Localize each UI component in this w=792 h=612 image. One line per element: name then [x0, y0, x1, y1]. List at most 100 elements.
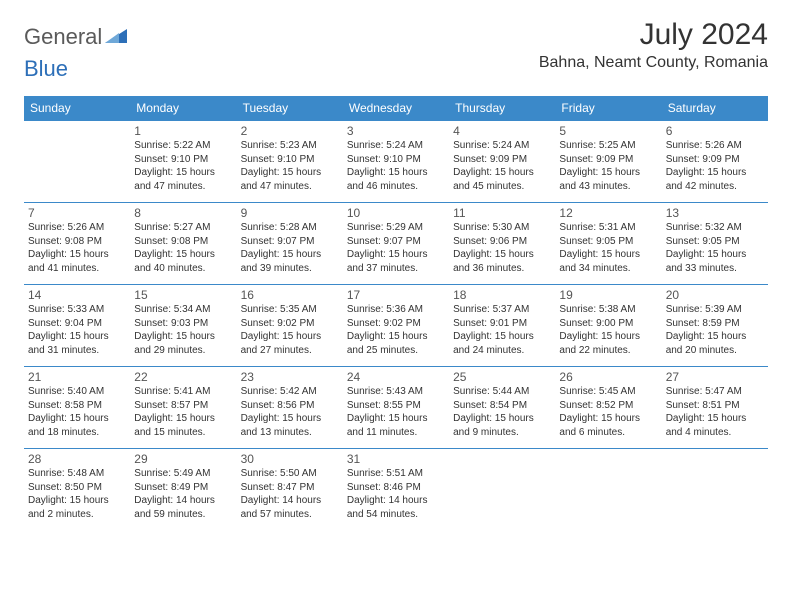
day-number: 23: [241, 370, 339, 384]
day-number: 14: [28, 288, 126, 302]
calendar-day-cell: 10Sunrise: 5:29 AMSunset: 9:07 PMDayligh…: [343, 203, 449, 285]
calendar-day-cell: 28Sunrise: 5:48 AMSunset: 8:50 PMDayligh…: [24, 449, 130, 531]
day-info: Sunrise: 5:45 AMSunset: 8:52 PMDaylight:…: [559, 385, 657, 439]
day-number: 21: [28, 370, 126, 384]
day-number: 8: [134, 206, 232, 220]
day-info: Sunrise: 5:27 AMSunset: 9:08 PMDaylight:…: [134, 221, 232, 275]
day-info: Sunrise: 5:24 AMSunset: 9:10 PMDaylight:…: [347, 139, 445, 193]
day-info: Sunrise: 5:31 AMSunset: 9:05 PMDaylight:…: [559, 221, 657, 275]
day-number: 19: [559, 288, 657, 302]
day-info: Sunrise: 5:22 AMSunset: 9:10 PMDaylight:…: [134, 139, 232, 193]
calendar-day-cell: 23Sunrise: 5:42 AMSunset: 8:56 PMDayligh…: [237, 367, 343, 449]
brand-triangle-icon: [105, 27, 127, 48]
weekday-header: Saturday: [662, 96, 768, 121]
day-info: Sunrise: 5:47 AMSunset: 8:51 PMDaylight:…: [666, 385, 764, 439]
calendar-day-cell: 26Sunrise: 5:45 AMSunset: 8:52 PMDayligh…: [555, 367, 661, 449]
day-info: Sunrise: 5:29 AMSunset: 9:07 PMDaylight:…: [347, 221, 445, 275]
title-block: July 2024 Bahna, Neamt County, Romania: [539, 18, 768, 80]
calendar-day-cell: 9Sunrise: 5:28 AMSunset: 9:07 PMDaylight…: [237, 203, 343, 285]
day-number: 16: [241, 288, 339, 302]
calendar-page: General July 2024 Bahna, Neamt County, R…: [0, 0, 792, 549]
calendar-day-cell: 3Sunrise: 5:24 AMSunset: 9:10 PMDaylight…: [343, 121, 449, 203]
weekday-header: Tuesday: [237, 96, 343, 121]
calendar-header-row: SundayMondayTuesdayWednesdayThursdayFrid…: [24, 96, 768, 121]
day-info: Sunrise: 5:40 AMSunset: 8:58 PMDaylight:…: [28, 385, 126, 439]
calendar-day-cell: 31Sunrise: 5:51 AMSunset: 8:46 PMDayligh…: [343, 449, 449, 531]
calendar-day-cell: [24, 121, 130, 203]
day-number: 26: [559, 370, 657, 384]
day-info: Sunrise: 5:26 AMSunset: 9:08 PMDaylight:…: [28, 221, 126, 275]
calendar-day-cell: 19Sunrise: 5:38 AMSunset: 9:00 PMDayligh…: [555, 285, 661, 367]
day-info: Sunrise: 5:26 AMSunset: 9:09 PMDaylight:…: [666, 139, 764, 193]
day-info: Sunrise: 5:51 AMSunset: 8:46 PMDaylight:…: [347, 467, 445, 521]
day-number: 29: [134, 452, 232, 466]
day-number: 18: [453, 288, 551, 302]
calendar-day-cell: 8Sunrise: 5:27 AMSunset: 9:08 PMDaylight…: [130, 203, 236, 285]
day-number: 11: [453, 206, 551, 220]
calendar-day-cell: 21Sunrise: 5:40 AMSunset: 8:58 PMDayligh…: [24, 367, 130, 449]
calendar-day-cell: 2Sunrise: 5:23 AMSunset: 9:10 PMDaylight…: [237, 121, 343, 203]
brand-logo: General: [24, 18, 129, 50]
calendar-day-cell: 18Sunrise: 5:37 AMSunset: 9:01 PMDayligh…: [449, 285, 555, 367]
month-title: July 2024: [539, 18, 768, 52]
calendar-body: 1Sunrise: 5:22 AMSunset: 9:10 PMDaylight…: [24, 121, 768, 531]
calendar-day-cell: [662, 449, 768, 531]
day-number: 7: [28, 206, 126, 220]
calendar-day-cell: 12Sunrise: 5:31 AMSunset: 9:05 PMDayligh…: [555, 203, 661, 285]
brand-part1: General: [24, 24, 102, 50]
day-number: 15: [134, 288, 232, 302]
day-number: 20: [666, 288, 764, 302]
calendar-day-cell: 20Sunrise: 5:39 AMSunset: 8:59 PMDayligh…: [662, 285, 768, 367]
day-number: 1: [134, 124, 232, 138]
brand-part2: Blue: [24, 56, 68, 82]
day-number: 22: [134, 370, 232, 384]
day-number: 3: [347, 124, 445, 138]
day-info: Sunrise: 5:44 AMSunset: 8:54 PMDaylight:…: [453, 385, 551, 439]
day-info: Sunrise: 5:39 AMSunset: 8:59 PMDaylight:…: [666, 303, 764, 357]
calendar-week-row: 14Sunrise: 5:33 AMSunset: 9:04 PMDayligh…: [24, 285, 768, 367]
weekday-header: Sunday: [24, 96, 130, 121]
day-number: 17: [347, 288, 445, 302]
calendar-week-row: 7Sunrise: 5:26 AMSunset: 9:08 PMDaylight…: [24, 203, 768, 285]
weekday-header: Wednesday: [343, 96, 449, 121]
calendar-day-cell: 13Sunrise: 5:32 AMSunset: 9:05 PMDayligh…: [662, 203, 768, 285]
weekday-header: Thursday: [449, 96, 555, 121]
day-info: Sunrise: 5:49 AMSunset: 8:49 PMDaylight:…: [134, 467, 232, 521]
day-info: Sunrise: 5:38 AMSunset: 9:00 PMDaylight:…: [559, 303, 657, 357]
day-number: 30: [241, 452, 339, 466]
calendar-day-cell: [555, 449, 661, 531]
calendar-day-cell: 25Sunrise: 5:44 AMSunset: 8:54 PMDayligh…: [449, 367, 555, 449]
day-info: Sunrise: 5:43 AMSunset: 8:55 PMDaylight:…: [347, 385, 445, 439]
day-info: Sunrise: 5:36 AMSunset: 9:02 PMDaylight:…: [347, 303, 445, 357]
day-info: Sunrise: 5:33 AMSunset: 9:04 PMDaylight:…: [28, 303, 126, 357]
calendar-day-cell: 15Sunrise: 5:34 AMSunset: 9:03 PMDayligh…: [130, 285, 236, 367]
calendar-table: SundayMondayTuesdayWednesdayThursdayFrid…: [24, 96, 768, 531]
day-number: 2: [241, 124, 339, 138]
calendar-day-cell: 30Sunrise: 5:50 AMSunset: 8:47 PMDayligh…: [237, 449, 343, 531]
calendar-week-row: 28Sunrise: 5:48 AMSunset: 8:50 PMDayligh…: [24, 449, 768, 531]
calendar-day-cell: 11Sunrise: 5:30 AMSunset: 9:06 PMDayligh…: [449, 203, 555, 285]
calendar-day-cell: 27Sunrise: 5:47 AMSunset: 8:51 PMDayligh…: [662, 367, 768, 449]
calendar-day-cell: 22Sunrise: 5:41 AMSunset: 8:57 PMDayligh…: [130, 367, 236, 449]
calendar-day-cell: 16Sunrise: 5:35 AMSunset: 9:02 PMDayligh…: [237, 285, 343, 367]
day-info: Sunrise: 5:32 AMSunset: 9:05 PMDaylight:…: [666, 221, 764, 275]
day-number: 13: [666, 206, 764, 220]
day-info: Sunrise: 5:34 AMSunset: 9:03 PMDaylight:…: [134, 303, 232, 357]
calendar-day-cell: 14Sunrise: 5:33 AMSunset: 9:04 PMDayligh…: [24, 285, 130, 367]
day-info: Sunrise: 5:35 AMSunset: 9:02 PMDaylight:…: [241, 303, 339, 357]
calendar-day-cell: 24Sunrise: 5:43 AMSunset: 8:55 PMDayligh…: [343, 367, 449, 449]
day-number: 28: [28, 452, 126, 466]
day-number: 31: [347, 452, 445, 466]
calendar-day-cell: 29Sunrise: 5:49 AMSunset: 8:49 PMDayligh…: [130, 449, 236, 531]
calendar-week-row: 21Sunrise: 5:40 AMSunset: 8:58 PMDayligh…: [24, 367, 768, 449]
day-number: 24: [347, 370, 445, 384]
day-info: Sunrise: 5:30 AMSunset: 9:06 PMDaylight:…: [453, 221, 551, 275]
weekday-header: Monday: [130, 96, 236, 121]
day-info: Sunrise: 5:48 AMSunset: 8:50 PMDaylight:…: [28, 467, 126, 521]
day-number: 25: [453, 370, 551, 384]
day-info: Sunrise: 5:25 AMSunset: 9:09 PMDaylight:…: [559, 139, 657, 193]
location-text: Bahna, Neamt County, Romania: [539, 54, 768, 72]
day-info: Sunrise: 5:23 AMSunset: 9:10 PMDaylight:…: [241, 139, 339, 193]
day-info: Sunrise: 5:24 AMSunset: 9:09 PMDaylight:…: [453, 139, 551, 193]
calendar-day-cell: 17Sunrise: 5:36 AMSunset: 9:02 PMDayligh…: [343, 285, 449, 367]
